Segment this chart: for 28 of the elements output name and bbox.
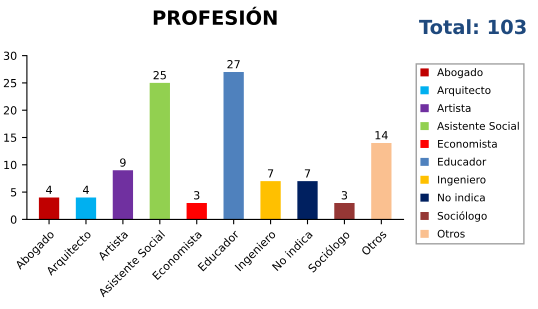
legend-label: Sociólogo: [438, 211, 487, 222]
legend-label: Artista: [437, 104, 470, 112]
chart-title: PROFESIÓN: [154, 6, 277, 25]
y-tick-label: 0: [10, 215, 16, 224]
y-tick-label: 20: [4, 106, 16, 115]
y-tick-label: 30: [4, 52, 16, 60]
y-tick-label: 15: [4, 134, 16, 142]
legend-label: No indica: [438, 193, 485, 202]
data-label: 9: [120, 158, 126, 167]
y-tick-label: 5: [10, 188, 16, 196]
data-label: 7: [268, 169, 274, 178]
y-tick-label: 25: [4, 78, 16, 88]
legend-label: Abogado: [437, 68, 483, 78]
text: Total: 103: [419, 19, 526, 34]
legend-label: Educador: [438, 158, 486, 166]
data-label: 7: [304, 169, 310, 178]
data-label: 3: [342, 191, 348, 200]
data-label: 3: [194, 191, 200, 200]
data-label: 27: [227, 60, 240, 68]
data-label: 14: [376, 131, 388, 140]
data-label: 25: [154, 70, 166, 80]
legend-label: Economista: [438, 140, 497, 148]
data-label: 4: [82, 186, 89, 194]
y-tick-label: 10: [4, 160, 16, 170]
legend-label: Arquitecto: [437, 86, 491, 96]
legend-label: Ingeniero: [438, 175, 486, 186]
legend-label: Asistente Social: [437, 122, 519, 130]
data-label: 4: [46, 186, 52, 194]
